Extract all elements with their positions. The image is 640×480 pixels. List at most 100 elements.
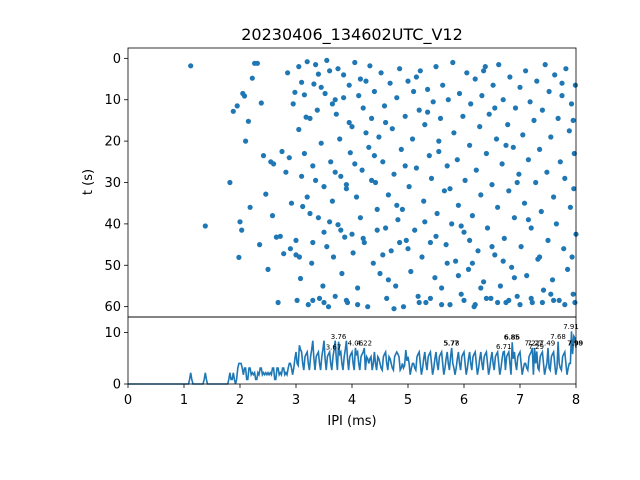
histogram-x-tick-label: 1 bbox=[180, 393, 188, 408]
raster-point bbox=[551, 194, 557, 200]
raster-point bbox=[481, 68, 487, 74]
raster-point bbox=[311, 81, 317, 87]
raster-point bbox=[296, 64, 302, 70]
raster-point bbox=[315, 215, 321, 221]
raster-point bbox=[327, 68, 333, 74]
raster-point bbox=[423, 299, 429, 306]
raster-point bbox=[371, 153, 377, 159]
raster-point bbox=[450, 59, 456, 66]
raster-point bbox=[488, 295, 494, 301]
raster-point bbox=[566, 128, 572, 134]
raster-point bbox=[257, 242, 263, 248]
raster-point bbox=[432, 275, 438, 281]
raster-point bbox=[468, 101, 474, 107]
raster-point bbox=[335, 222, 341, 228]
raster-point bbox=[353, 194, 360, 200]
raster-point bbox=[281, 251, 287, 257]
raster-point bbox=[305, 302, 311, 308]
raster-point bbox=[444, 163, 450, 169]
raster-point bbox=[271, 161, 277, 167]
raster-point bbox=[426, 153, 432, 159]
raster-point bbox=[346, 119, 352, 126]
histogram-y-ticks: 0 10 bbox=[104, 326, 128, 393]
raster-point bbox=[346, 82, 352, 88]
raster-point bbox=[469, 213, 475, 219]
raster-point bbox=[286, 155, 292, 161]
raster-point bbox=[350, 250, 356, 256]
raster-point bbox=[343, 297, 349, 303]
raster-point bbox=[332, 169, 338, 175]
raster-point bbox=[455, 273, 461, 279]
raster-point bbox=[227, 179, 233, 186]
raster-point bbox=[384, 295, 390, 301]
raster-point bbox=[506, 297, 512, 303]
raster-point bbox=[237, 219, 243, 225]
raster-point bbox=[236, 254, 242, 260]
raster-point bbox=[293, 237, 299, 243]
raster-point bbox=[299, 79, 305, 85]
raster-point bbox=[437, 115, 444, 121]
raster-point bbox=[294, 297, 300, 303]
raster-point bbox=[400, 304, 407, 310]
raster-point bbox=[518, 244, 524, 250]
raster-point bbox=[441, 188, 447, 194]
raster-point bbox=[333, 111, 339, 117]
raster-point bbox=[572, 299, 578, 306]
raster-point bbox=[568, 101, 575, 107]
histogram-x-tick-label: 4 bbox=[348, 393, 356, 408]
raster-point bbox=[297, 275, 304, 282]
raster-point bbox=[275, 299, 281, 306]
raster-point bbox=[243, 138, 249, 144]
raster-point bbox=[449, 221, 455, 227]
histogram-x-label: IPI (ms) bbox=[327, 414, 376, 429]
raster-point bbox=[352, 59, 358, 66]
raster-point bbox=[304, 194, 310, 200]
raster-point bbox=[347, 150, 353, 156]
raster-point bbox=[296, 126, 302, 133]
raster-point bbox=[409, 136, 416, 142]
raster-point bbox=[241, 93, 248, 99]
raster-point bbox=[553, 221, 560, 227]
raster-point bbox=[548, 134, 554, 140]
raster-point bbox=[451, 130, 457, 136]
raster-point bbox=[381, 103, 388, 109]
raster-point bbox=[469, 260, 475, 266]
peak-label: 3.67 bbox=[326, 344, 342, 352]
peak-label: 7.22 bbox=[525, 339, 541, 347]
raster-point bbox=[304, 59, 310, 65]
peak-label: 7.91 bbox=[563, 323, 579, 331]
raster-point bbox=[394, 202, 400, 208]
raster-point bbox=[419, 254, 425, 260]
raster-point bbox=[483, 150, 489, 157]
raster-point bbox=[406, 184, 412, 190]
raster-point bbox=[523, 68, 529, 74]
peak-label: 5.78 bbox=[444, 339, 460, 347]
raster-point bbox=[397, 66, 403, 72]
raster-point bbox=[405, 246, 411, 252]
raster-point bbox=[321, 299, 327, 306]
raster-point bbox=[425, 109, 431, 115]
raster-point bbox=[565, 266, 571, 272]
raster-point bbox=[383, 225, 389, 231]
raster-y-tick-label: 60 bbox=[104, 300, 121, 315]
raster-point bbox=[461, 229, 467, 235]
raster-point bbox=[360, 105, 366, 111]
raster-point bbox=[292, 89, 298, 95]
raster-point bbox=[456, 90, 463, 97]
raster-point bbox=[490, 82, 496, 88]
raster-point bbox=[234, 103, 240, 109]
raster-point bbox=[511, 275, 517, 281]
raster-point bbox=[377, 270, 383, 277]
raster-y-tick-label: 20 bbox=[104, 135, 121, 150]
raster-point bbox=[413, 74, 419, 80]
raster-point bbox=[363, 78, 369, 84]
raster-point bbox=[202, 223, 208, 229]
raster-point bbox=[555, 115, 561, 121]
raster-point bbox=[338, 173, 344, 179]
raster-point bbox=[503, 142, 509, 148]
peak-label: 4.22 bbox=[357, 339, 373, 347]
raster-point bbox=[495, 204, 501, 210]
raster-point bbox=[245, 118, 251, 124]
raster-point bbox=[548, 291, 554, 297]
